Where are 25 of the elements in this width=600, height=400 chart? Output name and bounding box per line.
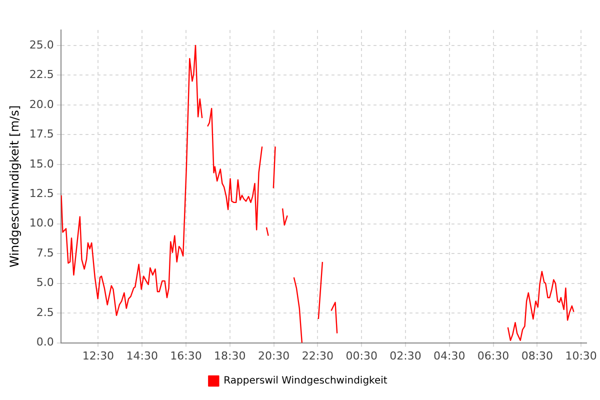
- y-tick-label: 12.5: [29, 186, 54, 200]
- y-axis-title: Windgeschwindigkeit [m/s]: [7, 105, 22, 268]
- x-tick-label: 02:30: [390, 349, 422, 362]
- y-tick-label: 5.0: [36, 276, 54, 290]
- y-tick-label: 2.5: [36, 306, 54, 319]
- y-tick-label: 0.0: [36, 336, 54, 349]
- y-tick-label: 10.0: [29, 216, 54, 230]
- y-tick-label: 20.0: [29, 98, 54, 111]
- y-tick-label: 15.0: [29, 157, 54, 170]
- y-tick-label: 7.5: [36, 246, 54, 260]
- x-tick-label: 10:30: [565, 349, 597, 362]
- x-tick-label: 14:30: [126, 349, 158, 362]
- y-tick-label: 22.5: [29, 68, 54, 82]
- x-tick-label: 04:30: [434, 349, 466, 362]
- x-tick-label: 00:30: [346, 349, 378, 362]
- legend-label: Rapperswil Windgeschwindigkeit: [224, 376, 388, 387]
- x-tick-label: 06:30: [477, 349, 510, 362]
- x-tick-label: 08:30: [521, 349, 554, 362]
- x-tick-label: 20:30: [258, 349, 290, 362]
- x-tick-label: 16:30: [170, 349, 202, 362]
- y-tick-label: 17.5: [29, 128, 54, 141]
- y-tick-label: 25.0: [29, 38, 54, 52]
- x-tick-label: 22:30: [302, 349, 334, 362]
- x-tick-label: 12:30: [82, 349, 114, 362]
- x-tick-label: 18:30: [214, 349, 246, 362]
